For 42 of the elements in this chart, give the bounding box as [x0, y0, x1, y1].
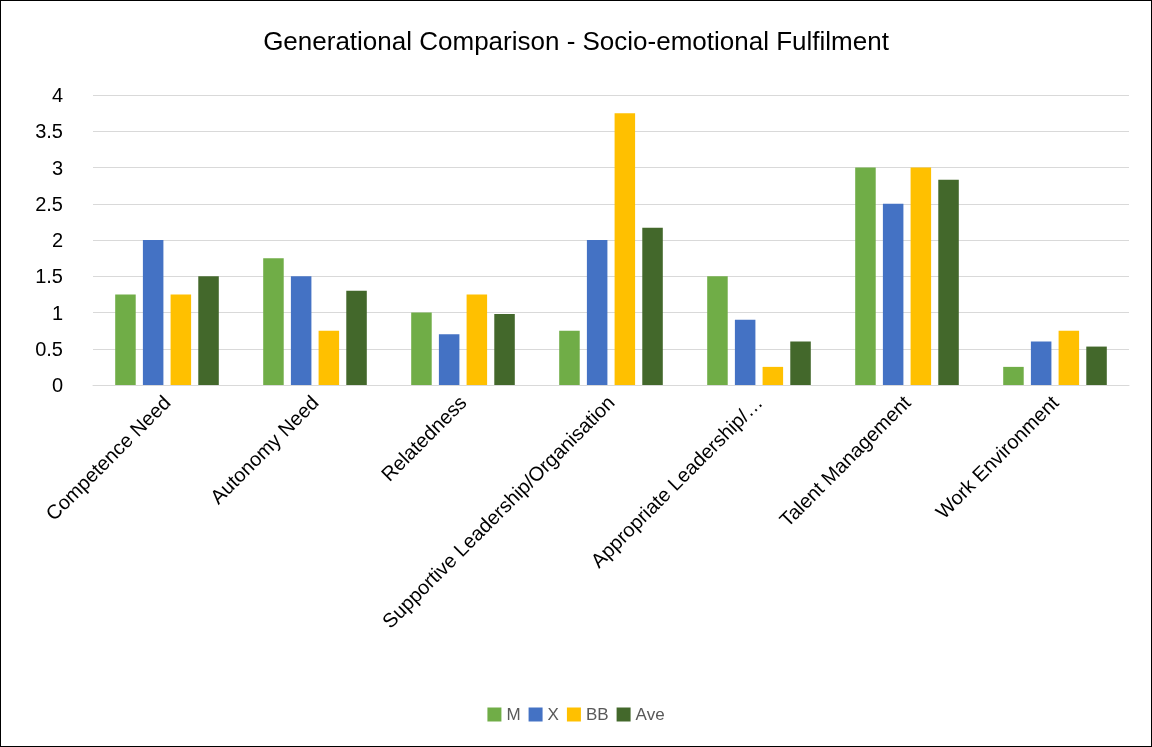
y-tick-label: 0: [51, 374, 63, 396]
bar: [642, 227, 663, 385]
legend-label: Ave: [635, 705, 665, 724]
y-tick-label: 3.5: [35, 120, 63, 143]
bar: [318, 330, 340, 385]
bar: [466, 294, 488, 385]
bar: [115, 294, 136, 385]
bar: [142, 240, 164, 385]
y-tick-label: 0.5: [35, 337, 63, 360]
bar: [170, 294, 192, 385]
y-tick-label: 4: [51, 84, 63, 106]
bar: [198, 276, 219, 385]
bar: [290, 276, 312, 385]
bar: [614, 113, 636, 385]
bar: [762, 366, 784, 385]
bar: [559, 330, 580, 385]
legend-label: BB: [585, 705, 609, 724]
y-tick-label: 1.5: [35, 265, 63, 288]
bar: [411, 312, 432, 385]
bar: [882, 203, 904, 385]
bar: [263, 258, 284, 385]
legend-label: M: [506, 705, 521, 724]
bar: [855, 167, 876, 385]
bar: [494, 313, 515, 385]
y-tick-label: 2.5: [35, 192, 63, 215]
legend-label: X: [547, 705, 559, 724]
bar: [790, 341, 811, 385]
bar: [586, 240, 608, 385]
bar: [938, 179, 959, 385]
bar: [707, 276, 728, 385]
bar: [1003, 366, 1024, 385]
bar: [1086, 346, 1107, 385]
bar: [346, 290, 367, 385]
bar: [438, 334, 460, 385]
bar: [1030, 341, 1052, 385]
y-tick-label: 3: [51, 156, 63, 179]
y-tick-label: 2: [51, 229, 63, 251]
bar: [734, 319, 756, 385]
y-tick-label: 1: [51, 301, 63, 324]
bar: [1058, 330, 1080, 385]
chart-title: Generational Comparison - Socio-emotional Fulfilment: [263, 26, 890, 56]
bar: [910, 167, 932, 385]
